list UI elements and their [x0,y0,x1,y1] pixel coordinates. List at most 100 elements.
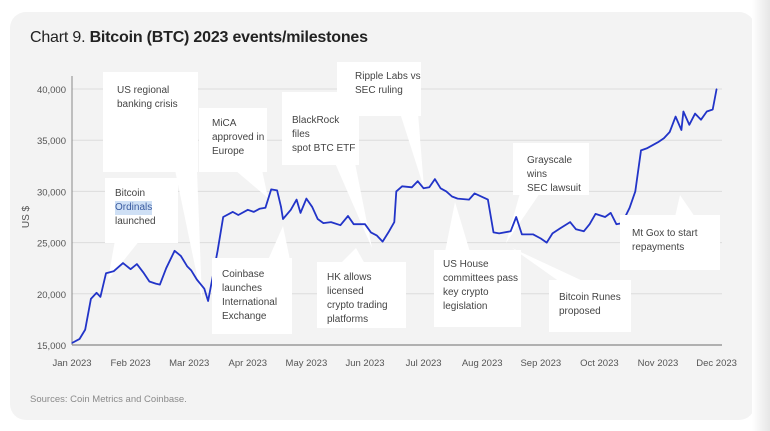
data-point [532,233,534,236]
callout-pointer [340,248,365,264]
data-point [634,190,636,192]
data-point [663,137,665,139]
data-point [657,141,659,143]
data-point [509,230,512,232]
data-point [492,231,495,233]
data-point [207,300,209,302]
data-point [387,231,390,233]
data-point [364,223,366,225]
data-point [317,218,319,220]
data-point [540,237,542,240]
annotation-grayscale: Grayscale wins SEC lawsuit [513,143,589,195]
data-point [376,234,378,237]
callout-pointer [400,113,424,188]
data-point [487,198,489,201]
data-point [305,197,307,200]
data-point [457,197,459,200]
data-point [445,190,447,192]
x-tick-label: Sep 2023 [520,358,561,369]
x-tick-label: Mar 2023 [169,358,209,369]
data-point [322,222,325,224]
data-point [604,216,606,218]
data-point [339,224,342,226]
annotation-text: Ripple Labs vs SEC ruling [355,71,421,96]
data-point [290,209,292,211]
data-point [330,221,332,223]
data-point [569,221,571,223]
data-point [237,214,239,216]
x-tick-label: Feb 2023 [111,358,151,369]
annotation-text: US House committees pass key crypto legi… [443,259,519,312]
y-tick-label: 20,000 [37,290,66,301]
data-point [515,216,517,218]
data-point [559,227,561,229]
data-point [401,185,403,187]
callout-pointer [108,240,140,280]
data-point [589,223,591,225]
data-point [434,178,436,180]
data-point [180,255,182,257]
data-point [428,186,430,188]
annotation-hk-licensed: HK allows licensed crypto trading platfo… [317,262,406,328]
chart-number: Chart 9. [30,29,86,46]
data-point [440,187,442,189]
x-tick-label: Apr 2023 [229,358,268,369]
callout-pointer [675,195,695,217]
data-point [280,206,282,208]
right-edge-shadow [752,0,770,431]
data-point [299,212,302,214]
y-tick-label: 25,000 [37,239,66,250]
data-point [264,207,266,209]
data-point [682,110,684,113]
annotation-highlight: Ordinals [115,201,153,215]
data-point [640,149,642,152]
x-tick-label: Jul 2023 [406,358,442,369]
annotation-bitcoin-ordinals: Bitcoin Ordinals launched [105,178,178,243]
data-point [680,129,683,131]
data-point [203,288,205,290]
data-point [84,329,86,331]
annotation-us-house: US House committees pass key crypto legi… [434,250,521,327]
annotation-text: Mt Gox to start repayments [632,228,698,253]
data-point [216,250,219,252]
data-point [190,269,192,271]
callout-pointer [335,163,372,248]
data-point [712,108,714,111]
annotation-text: US regional banking crisis [117,85,178,110]
data-point [646,147,648,149]
data-point [232,211,234,213]
data-point [311,206,313,208]
data-point [468,198,470,201]
data-point [474,192,476,195]
data-point [498,232,500,234]
data-point [347,215,349,217]
callout-pointer [175,170,202,300]
annotation-text: launched [115,216,156,227]
callout-pointer [506,193,540,243]
data-point [451,195,453,198]
data-point [142,271,144,273]
data-point [112,270,115,272]
data-point [165,267,167,269]
y-tick-label: 15,000 [37,341,66,352]
annotation-mt-gox: Mt Gox to start repayments [620,215,720,270]
data-point [615,223,618,225]
data-point [669,131,671,133]
data-point [95,292,98,294]
annotation-text: Grayscale wins SEC lawsuit [527,155,581,194]
data-point [353,223,355,225]
annotation-coinbase-international: Coinbase launches International Exchange [212,258,292,334]
data-point [688,124,690,126]
annotation-text: Bitcoin Runes proposed [559,292,621,317]
data-point [173,250,176,252]
x-tick-label: May 2023 [286,358,328,369]
data-point [71,342,73,344]
chart-title: Chart 9. Bitcoin (BTC) 2023 events/miles… [30,29,368,47]
data-point [411,186,413,188]
data-point [247,209,249,211]
data-point [253,211,255,213]
data-point [575,228,577,230]
data-point [130,268,132,270]
data-point [381,240,384,243]
x-tick-label: Jan 2023 [52,358,91,369]
